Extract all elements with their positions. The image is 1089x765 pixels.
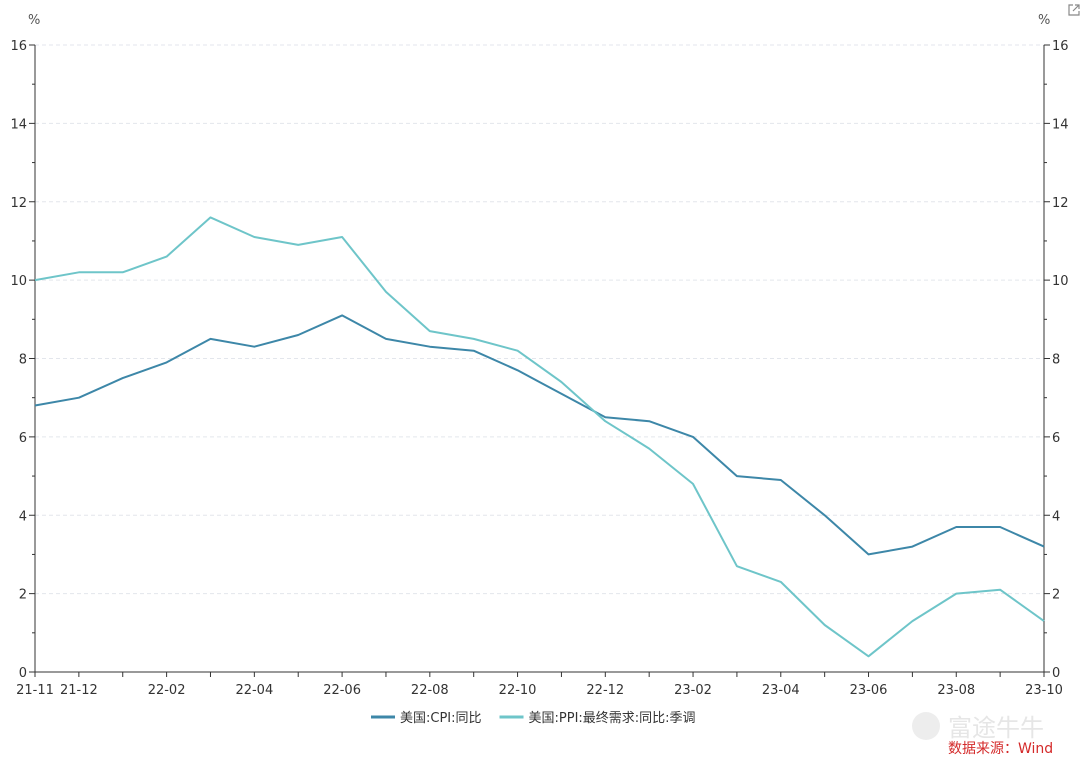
- legend[interactable]: 美国:CPI:同比 美国:PPI:最终需求:同比:季调: [371, 710, 696, 726]
- external-link-icon[interactable]: [1067, 3, 1081, 17]
- right-y-tick-label: 10: [1052, 274, 1069, 289]
- series-line-2: [34, 216, 1045, 658]
- x-tick-label: 22-04: [235, 683, 273, 698]
- x-tick-label: 23-10: [1025, 683, 1063, 698]
- x-tick-label: 22-08: [411, 683, 449, 698]
- x-tick-label: 23-08: [937, 683, 975, 698]
- left-y-tick-label: 2: [19, 588, 27, 603]
- left-y-tick-label: 14: [10, 117, 27, 132]
- grid-lines: [35, 44, 1044, 595]
- left-y-tick-label: 6: [19, 431, 27, 446]
- right-unit-label: %: [1038, 13, 1050, 28]
- watermark-text: 富途牛牛: [948, 714, 1044, 742]
- legend-label-2[interactable]: 美国:PPI:最终需求:同比:季调: [529, 710, 696, 726]
- watermark-logo: 富途牛牛: [912, 712, 1044, 742]
- x-tick-label: 22-02: [148, 683, 186, 698]
- x-tick-label: 21-11: [16, 683, 54, 698]
- left-y-tick-label: 12: [10, 196, 27, 211]
- data-source-text: 数据来源：Wind: [948, 741, 1053, 757]
- logo-icon: [912, 712, 940, 740]
- right-y-tick-label: 12: [1052, 196, 1069, 211]
- series-line-1: [34, 314, 1045, 556]
- left-y-tick-label: 8: [19, 353, 27, 368]
- left-unit-label: %: [28, 13, 40, 28]
- right-y-tick-label: 14: [1052, 117, 1069, 132]
- x-tick-label: 22-10: [499, 683, 537, 698]
- x-tick-label: 21-12: [60, 683, 98, 698]
- left-y-tick-label: 0: [19, 666, 27, 681]
- x-tick-label: 23-04: [762, 683, 800, 698]
- right-y-tick-label: 2: [1052, 588, 1060, 603]
- left-y-tick-label: 16: [10, 39, 27, 54]
- right-y-tick-label: 16: [1052, 39, 1069, 54]
- series-lines: [34, 216, 1045, 658]
- x-tick-label: 23-06: [850, 683, 888, 698]
- left-y-tick-label: 10: [10, 274, 27, 289]
- x-tick-label: 22-12: [586, 683, 624, 698]
- left-y-tick-label: 4: [19, 509, 27, 524]
- right-y-tick-label: 0: [1052, 666, 1060, 681]
- right-y-tick-label: 4: [1052, 509, 1060, 524]
- legend-label-1[interactable]: 美国:CPI:同比: [400, 711, 482, 726]
- right-y-tick-label: 6: [1052, 431, 1060, 446]
- x-tick-label: 23-02: [674, 683, 712, 698]
- x-tick-label: 22-06: [323, 683, 361, 698]
- axes: 0 0 2 2 4 4 6 6 8 8 10 10 12 12 14 14 16 16 21-11 21-12 22-0…: [10, 39, 1068, 698]
- right-y-tick-label: 8: [1052, 353, 1060, 368]
